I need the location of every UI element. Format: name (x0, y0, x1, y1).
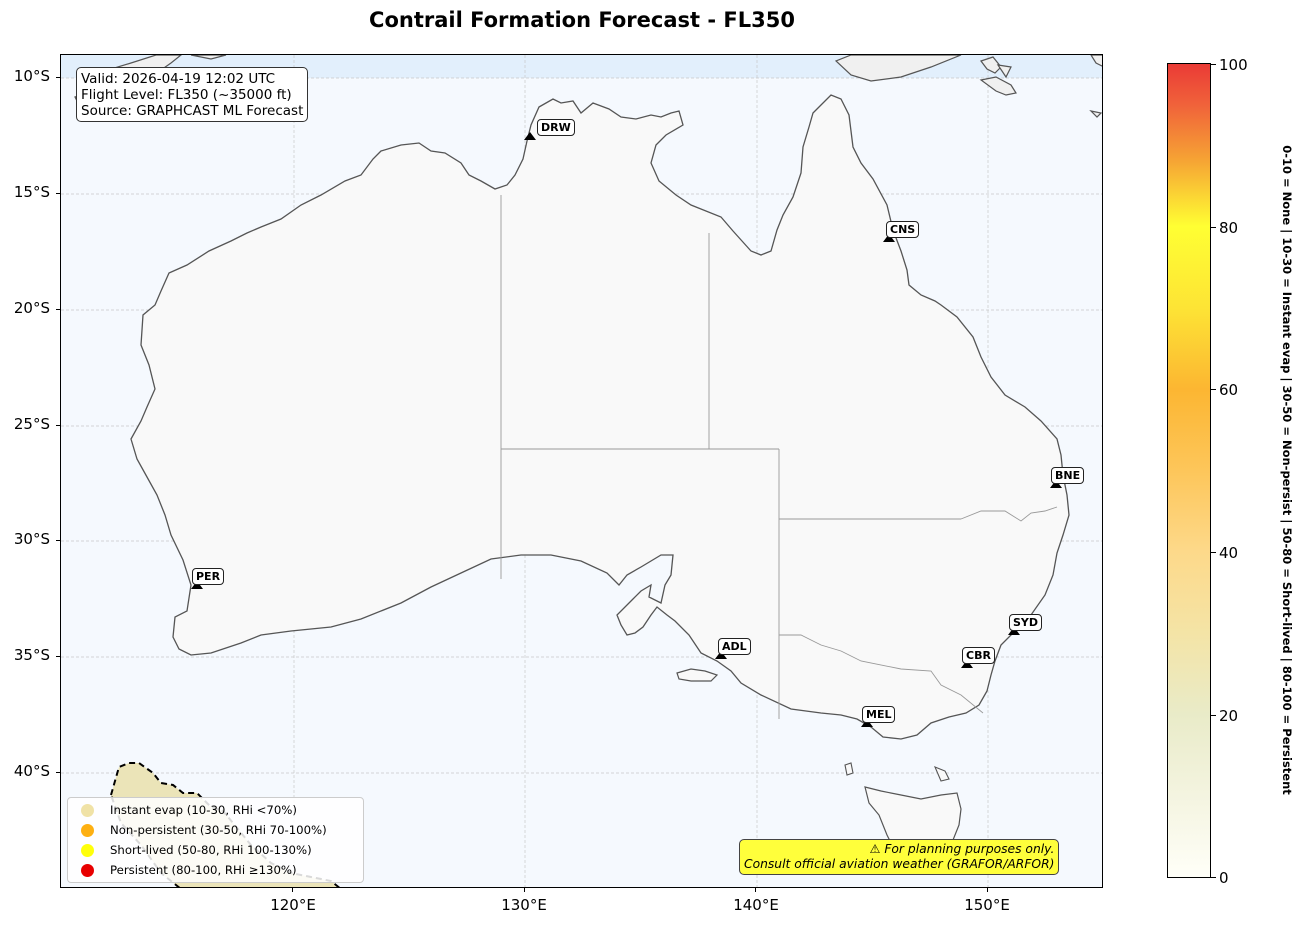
state-borders (500, 195, 1058, 719)
ytick-mark (56, 77, 60, 78)
legend-item-non-persistent: Non-persistent (30-50, RHi 70-100%) (68, 820, 363, 840)
ytick-mark (56, 656, 60, 657)
ytick-label: 40°S (13, 762, 50, 780)
colorbar-tick (1211, 715, 1216, 716)
city-marker-icon (861, 719, 873, 727)
city-label: SYD (1009, 614, 1043, 631)
city-label: CNS (886, 221, 920, 238)
colorbar (1167, 63, 1211, 878)
city-marker-icon (883, 234, 895, 242)
australia-mainland (130, 94, 1070, 740)
colorbar-tick (1211, 877, 1216, 878)
city-marker-icon (191, 581, 203, 589)
ytick-mark (56, 425, 60, 426)
city-label: DRW (537, 119, 575, 136)
disclaimer-line-1: ⚠ For planning purposes only. (869, 842, 1055, 856)
colorbar-tick-label: 60 (1219, 381, 1239, 399)
ytick-mark (56, 772, 60, 773)
kangaroo-island (676, 668, 719, 682)
colorbar-title: 0-10 = None | 10-30 = Instant evap | 30-… (1280, 145, 1294, 795)
xtick-mark (524, 888, 525, 892)
legend-label: Instant evap (10-30, RHi <70%) (110, 803, 297, 817)
disclaimer-box: ⚠ For planning purposes only. Consult of… (739, 839, 1060, 875)
legend: Instant evap (10-30, RHi <70%) Non-persi… (67, 797, 364, 883)
city-marker-icon (1050, 480, 1062, 488)
ytick-label: 20°S (13, 299, 50, 317)
colorbar-tick-label: 40 (1219, 544, 1239, 562)
legend-item-instant-evap: Instant evap (10-30, RHi <70%) (68, 800, 363, 820)
legend-label: Short-lived (50-80, RHi 100-130%) (110, 843, 312, 857)
city-label: MEL (862, 706, 896, 723)
chart-title: Contrail Formation Forecast - FL350 (369, 8, 795, 32)
ytick-label: 10°S (13, 67, 50, 85)
legend-dot-icon (81, 823, 94, 837)
valid-time: Valid: 2026-04-19 12:02 UTC (81, 71, 276, 87)
ytick-mark (56, 309, 60, 310)
legend-item-persistent: Persistent (80-100, RHi ≥130%) (68, 860, 363, 880)
ytick-mark (56, 540, 60, 541)
city-label: CBR (962, 647, 995, 664)
xtick-mark (987, 888, 988, 892)
legend-dot-icon (81, 843, 94, 857)
city-marker-icon (1008, 627, 1020, 635)
map-canvas (61, 55, 1102, 887)
city-label: BNE (1051, 467, 1085, 484)
legend-dot-icon (81, 863, 94, 877)
colorbar-tick-label: 0 (1219, 869, 1229, 887)
colorbar-tick-label: 80 (1219, 219, 1239, 237)
xtick-label: 130°E (501, 896, 547, 914)
legend-label: Non-persistent (30-50, RHi 70-100%) (110, 823, 327, 837)
colorbar-tick-label: 20 (1219, 707, 1239, 725)
legend-item-short-lived: Short-lived (50-80, RHi 100-130%) (68, 840, 363, 860)
data-source: Source: GRAPHCAST ML Forecast (81, 103, 304, 119)
colorbar-tick (1211, 227, 1216, 228)
ytick-mark (56, 193, 60, 194)
city-marker-icon (715, 651, 727, 659)
disclaimer-line-2: Consult official aviation weather (GRAFO… (744, 857, 1055, 871)
xtick-label: 140°E (733, 896, 779, 914)
city-marker-icon (961, 660, 973, 668)
ytick-label: 15°S (13, 183, 50, 201)
city-marker-icon (524, 132, 536, 140)
xtick-mark (292, 888, 293, 892)
xtick-label: 120°E (270, 896, 316, 914)
flight-level: Flight Level: FL350 (~35000 ft) (81, 87, 292, 103)
xtick-label: 150°E (964, 896, 1010, 914)
ytick-label: 35°S (13, 646, 50, 664)
flinders-island (933, 765, 950, 782)
legend-dot-icon (81, 803, 94, 817)
ytick-label: 25°S (13, 415, 50, 433)
colorbar-tick (1211, 389, 1216, 390)
map-area[interactable] (60, 54, 1103, 888)
king-island (844, 762, 854, 776)
colorbar-tick (1211, 552, 1216, 553)
city-label: PER (192, 568, 225, 585)
city-label: ADL (718, 638, 751, 655)
colorbar-tick (1211, 64, 1216, 65)
ytick-label: 30°S (13, 530, 50, 548)
forecast-info-box: Valid: 2026-04-19 12:02 UTC Flight Level… (76, 67, 309, 122)
xtick-mark (755, 888, 756, 892)
legend-label: Persistent (80-100, RHi ≥130%) (110, 863, 297, 877)
colorbar-tick-label: 100 (1219, 56, 1248, 74)
